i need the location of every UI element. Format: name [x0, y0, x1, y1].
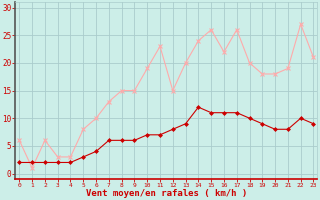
- X-axis label: Vent moyen/en rafales ( km/h ): Vent moyen/en rafales ( km/h ): [86, 189, 247, 198]
